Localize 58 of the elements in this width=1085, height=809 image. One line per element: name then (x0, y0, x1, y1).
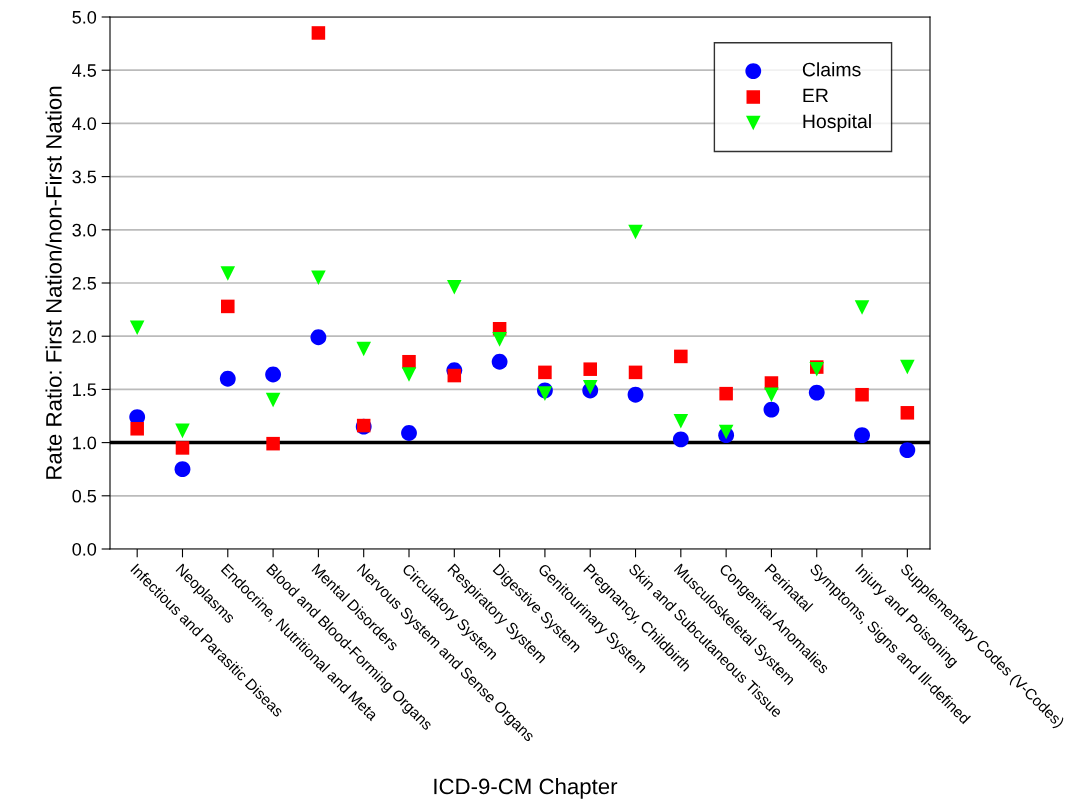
point (356, 341, 371, 357)
point (718, 424, 734, 440)
point (401, 425, 417, 441)
point (266, 436, 280, 451)
point (628, 365, 643, 380)
point (672, 431, 689, 448)
point (673, 414, 689, 429)
point (221, 299, 235, 314)
legend-label: Claims (802, 62, 861, 77)
y-tick-label: 0.5 (72, 489, 97, 503)
legend-label: Hospital (803, 113, 871, 133)
y-tick-label: 3.0 (72, 223, 97, 237)
point (130, 422, 144, 436)
point (129, 320, 145, 335)
point (220, 266, 236, 281)
point (401, 367, 417, 382)
point (265, 392, 281, 408)
point (538, 365, 552, 380)
point (899, 442, 916, 458)
point (175, 441, 190, 455)
y-tick-label: 1.0 (73, 436, 97, 450)
y-tick-label: 1.5 (73, 383, 97, 397)
point (491, 353, 508, 370)
y-tick-label: 2.0 (72, 330, 97, 343)
point (447, 368, 462, 383)
point (582, 379, 598, 395)
point (854, 300, 870, 315)
point (900, 406, 915, 420)
point (627, 386, 644, 403)
point (311, 26, 326, 40)
y-tick-label: 2.5 (72, 276, 97, 290)
point (855, 387, 869, 402)
y-tick-label: 0.0 (72, 542, 97, 556)
point (447, 279, 462, 295)
point (492, 332, 507, 347)
point (175, 423, 190, 439)
point (219, 370, 236, 387)
point (265, 366, 282, 383)
point (763, 401, 780, 418)
point (174, 461, 191, 478)
point (537, 386, 553, 401)
point (764, 387, 779, 402)
point (808, 384, 825, 401)
y-tick-label: 4.5 (72, 64, 97, 77)
y-tick-label: 4.0 (72, 117, 97, 131)
point (854, 427, 870, 444)
x-axis-title: ICD-9-CM Chapter (434, 778, 618, 799)
legend-label: ER (803, 88, 828, 103)
point (674, 349, 688, 364)
point (900, 359, 915, 375)
y-tick-label: 5.0 (72, 10, 97, 24)
point (311, 270, 326, 285)
point (719, 386, 733, 401)
point (583, 362, 597, 376)
y-axis-title: Rate Ratio: First Nation/non-First Nation (45, 86, 62, 479)
y-tick-label: 3.5 (72, 170, 97, 184)
point (628, 224, 643, 240)
point (310, 329, 327, 346)
